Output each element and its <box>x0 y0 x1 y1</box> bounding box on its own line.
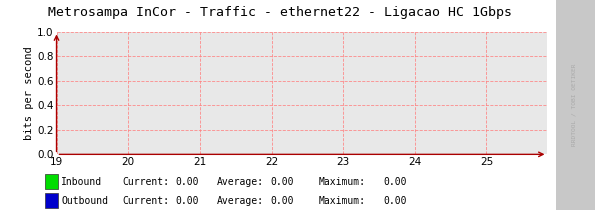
Text: Metrosampa InCor - Traffic - ethernet22 - Ligacao HC 1Gbps: Metrosampa InCor - Traffic - ethernet22 … <box>48 6 512 19</box>
Text: Current:: Current: <box>122 196 169 206</box>
Text: Average:: Average: <box>217 177 264 187</box>
Text: 0.00: 0.00 <box>384 196 407 206</box>
Text: Average:: Average: <box>217 196 264 206</box>
Text: 0.00: 0.00 <box>271 196 294 206</box>
Text: 0.00: 0.00 <box>176 177 199 187</box>
Text: 0.00: 0.00 <box>384 177 407 187</box>
Text: RRDTOOL / TOBI OETIKER: RRDTOOL / TOBI OETIKER <box>571 64 576 146</box>
Text: Maximum:: Maximum: <box>318 177 365 187</box>
Text: Inbound: Inbound <box>61 177 102 187</box>
Text: Current:: Current: <box>122 177 169 187</box>
Text: Maximum:: Maximum: <box>318 196 365 206</box>
Text: 0.00: 0.00 <box>176 196 199 206</box>
Text: 0.00: 0.00 <box>271 177 294 187</box>
Y-axis label: bits per second: bits per second <box>24 46 35 140</box>
Text: Outbound: Outbound <box>61 196 108 206</box>
